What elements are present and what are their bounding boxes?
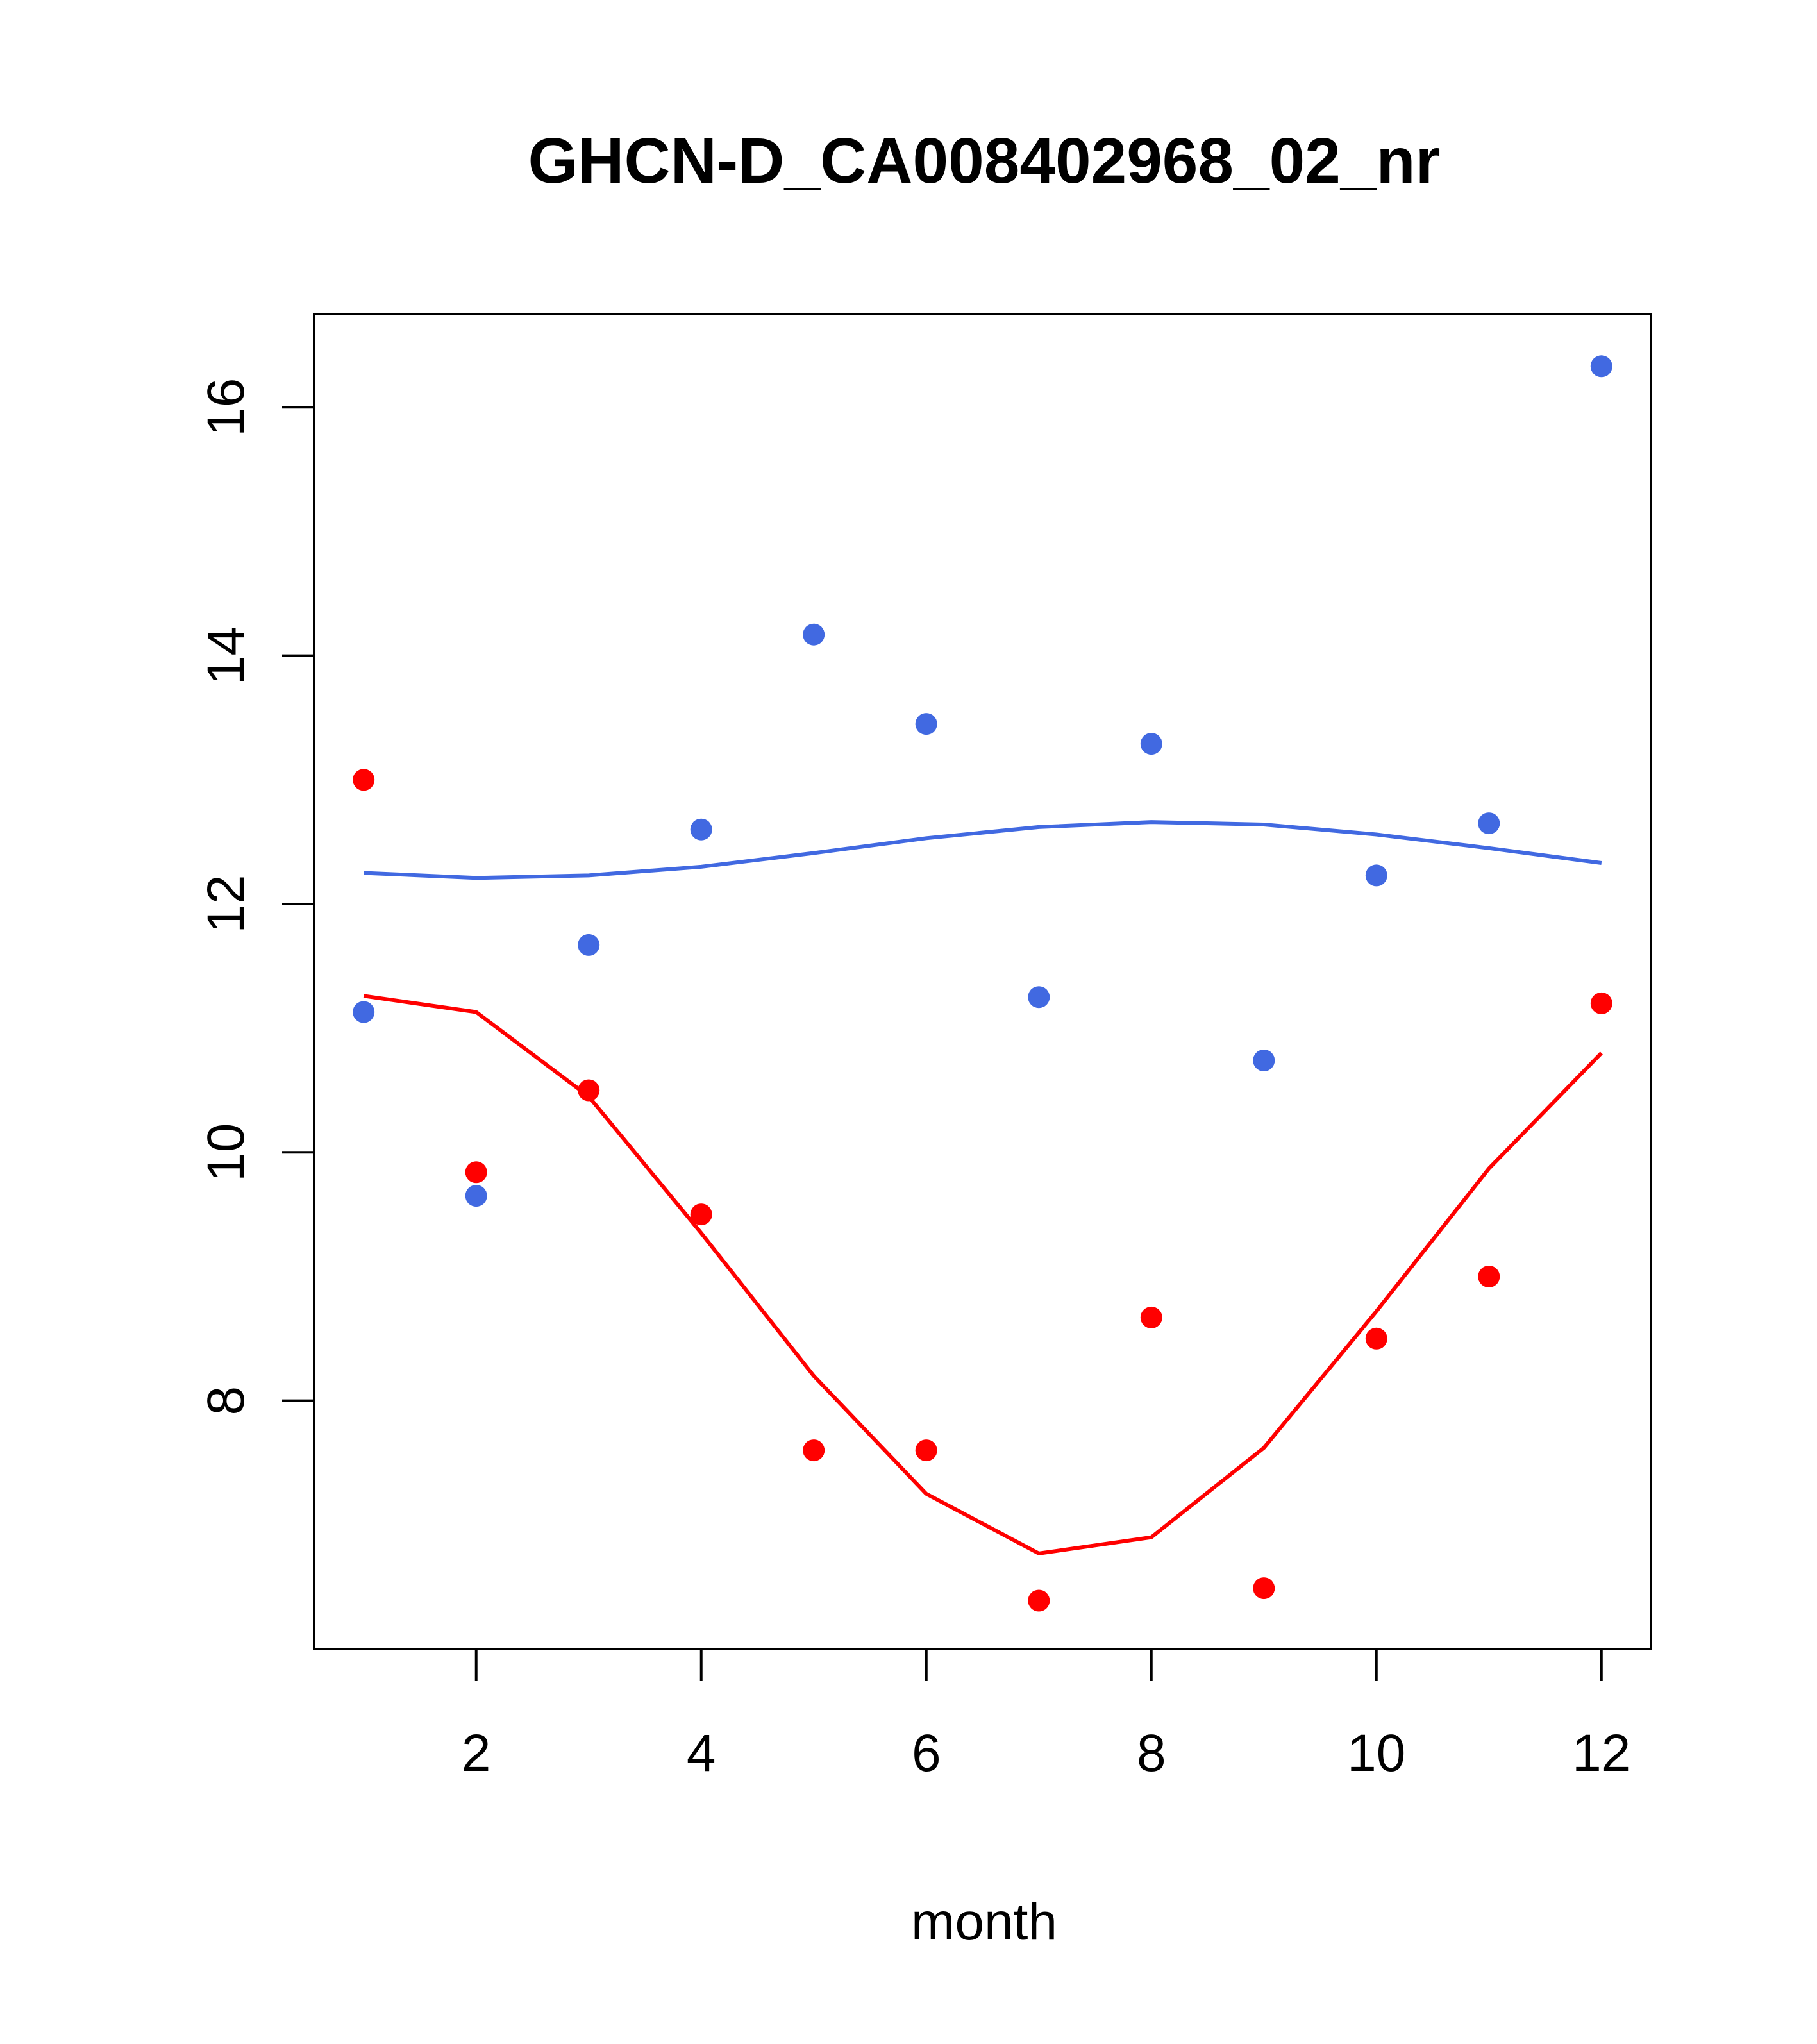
- data-point: [1365, 1327, 1387, 1350]
- x-tick-label: 2: [462, 1724, 491, 1782]
- x-tick-label: 10: [1347, 1724, 1405, 1782]
- y-tick-label: 12: [197, 875, 255, 933]
- data-point: [803, 1439, 825, 1462]
- x-tick-label: 6: [912, 1724, 941, 1782]
- x-tick-label: 8: [1137, 1724, 1166, 1782]
- series-2-line: [363, 994, 1603, 1555]
- x-tick-label: 4: [687, 1724, 716, 1782]
- data-point: [1478, 812, 1500, 835]
- data-point: [578, 934, 600, 956]
- data-point: [915, 1439, 937, 1462]
- series-1-line: [364, 820, 1602, 880]
- data-point: [1590, 355, 1612, 378]
- x-axis-label: month: [911, 1893, 1057, 1951]
- data-point: [803, 623, 825, 646]
- data-point: [1140, 1306, 1162, 1328]
- data-point: [690, 1203, 712, 1226]
- data-point: [1478, 1266, 1500, 1287]
- data-point: [353, 769, 375, 791]
- y-tick-label: 16: [197, 378, 255, 437]
- data-point: [1140, 733, 1162, 755]
- data-point: [1590, 992, 1612, 1014]
- data-point: [465, 1185, 487, 1207]
- data-point: [578, 1079, 600, 1102]
- chart-title: GHCN-D_CA008402968_02_nr: [528, 125, 1441, 197]
- data-point: [1253, 1577, 1275, 1600]
- data-point: [465, 1161, 487, 1184]
- data-point: [1028, 1589, 1050, 1612]
- plot-frame: [313, 313, 1652, 1650]
- y-tick-label: 14: [197, 626, 255, 685]
- data-point: [1028, 986, 1050, 1009]
- data-point: [690, 818, 712, 841]
- y-axis: 8 10 12 14 16: [197, 378, 315, 1416]
- data-point: [353, 1001, 375, 1023]
- x-axis: 2 4 6 8 10 12: [462, 1648, 1630, 1782]
- y-tick-label: 10: [197, 1123, 255, 1182]
- data-point: [1365, 864, 1387, 887]
- data-point: [1253, 1050, 1275, 1071]
- y-tick-label: 8: [197, 1386, 255, 1416]
- series-2: [353, 769, 1612, 1612]
- data-point: [915, 713, 937, 735]
- series-layer: [353, 355, 1612, 1612]
- series-1: [353, 355, 1612, 1207]
- x-tick-label: 12: [1572, 1724, 1630, 1782]
